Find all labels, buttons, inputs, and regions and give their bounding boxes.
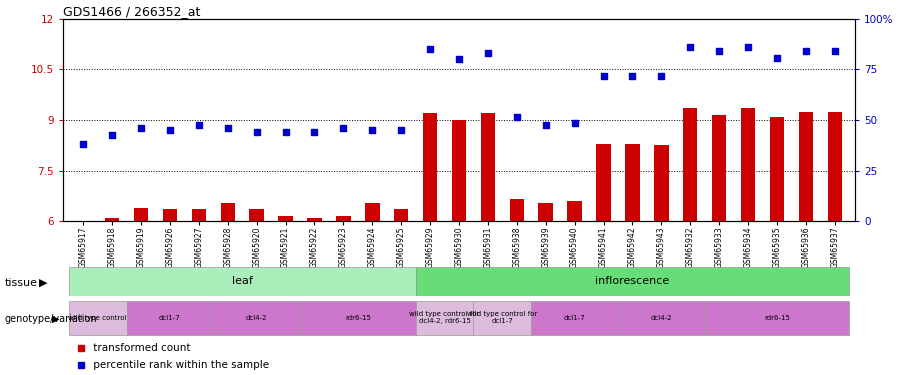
Bar (654, 146, 669, 221)
Bar (618, 301, 705, 335)
Text: wild type control for
dcl1-7: wild type control for dcl1-7 (467, 311, 537, 324)
Text: wild type control: wild type control (68, 315, 127, 321)
Point (654, 73, 669, 79)
Text: GDS1466 / 266352_at: GDS1466 / 266352_at (63, 4, 201, 18)
Text: genotype/variation: genotype/variation (4, 314, 97, 324)
Text: wild type control for
dcl4-2, rdr6-15: wild type control for dcl4-2, rdr6-15 (410, 311, 480, 324)
Bar (127, 301, 213, 335)
Bar (278, 216, 293, 221)
Point (192, 122, 206, 128)
Point (798, 48, 813, 54)
Point (567, 120, 581, 126)
Bar (394, 209, 409, 221)
Point (134, 125, 148, 132)
Text: percentile rank within the sample: percentile rank within the sample (90, 360, 269, 369)
Point (509, 114, 524, 120)
Bar (307, 218, 321, 221)
Text: rdr6-15: rdr6-15 (764, 315, 790, 321)
Bar (626, 144, 640, 221)
Point (423, 46, 437, 52)
Point (249, 129, 264, 135)
Point (76, 141, 90, 147)
Point (105, 132, 120, 138)
Point (626, 73, 640, 79)
Bar (337, 216, 351, 221)
Text: ▶: ▶ (39, 278, 47, 288)
Bar (567, 201, 581, 221)
Point (365, 127, 380, 133)
Bar (416, 301, 473, 335)
Bar (300, 301, 416, 335)
Bar (741, 108, 755, 221)
Text: dcl4-2: dcl4-2 (246, 315, 267, 321)
Bar (481, 113, 495, 221)
Text: dcl1-7: dcl1-7 (159, 315, 181, 321)
Bar (423, 113, 437, 221)
Point (597, 73, 611, 79)
Point (337, 125, 351, 132)
Point (307, 129, 321, 135)
Bar (538, 202, 553, 221)
Bar (827, 112, 842, 221)
Bar (473, 301, 531, 335)
Bar (416, 267, 850, 296)
Bar (798, 112, 813, 221)
Bar (770, 117, 784, 221)
Text: inflorescence: inflorescence (595, 276, 670, 286)
Point (741, 45, 755, 51)
Bar (220, 202, 235, 221)
Point (828, 48, 842, 54)
Point (538, 122, 553, 128)
Bar (365, 202, 380, 221)
Bar (134, 208, 148, 221)
Point (683, 45, 698, 51)
Text: dcl4-2: dcl4-2 (651, 315, 672, 321)
Point (770, 55, 784, 61)
Point (220, 125, 235, 132)
Bar (192, 209, 206, 221)
Bar (249, 209, 264, 221)
Bar (683, 108, 698, 221)
Bar (105, 218, 120, 221)
Text: tissue: tissue (4, 278, 38, 288)
Bar (597, 144, 611, 221)
Bar (68, 267, 416, 296)
Point (452, 56, 466, 62)
Bar (452, 120, 466, 221)
Text: rdr6-15: rdr6-15 (345, 315, 371, 321)
Text: transformed count: transformed count (90, 343, 191, 353)
Point (278, 129, 293, 135)
Point (481, 50, 495, 55)
Point (712, 48, 726, 54)
Text: leaf: leaf (232, 276, 253, 286)
Text: dcl1-7: dcl1-7 (563, 315, 586, 321)
Bar (213, 301, 300, 335)
Bar (705, 301, 850, 335)
Bar (68, 301, 127, 335)
Bar (531, 301, 618, 335)
Text: ▶: ▶ (52, 314, 59, 324)
Point (163, 127, 177, 133)
Point (394, 127, 409, 133)
Bar (712, 115, 726, 221)
Bar (509, 200, 524, 221)
Bar (163, 209, 177, 221)
